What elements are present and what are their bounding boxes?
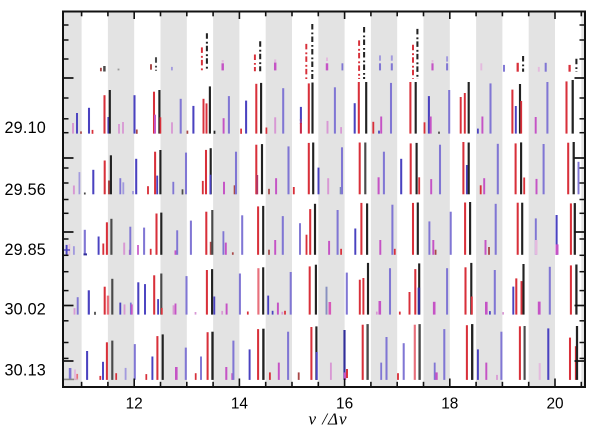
- svg-text:29.56: 29.56: [4, 181, 46, 199]
- svg-text:20: 20: [546, 395, 563, 412]
- svg-text:16: 16: [336, 395, 353, 412]
- svg-text:18: 18: [441, 395, 458, 412]
- svg-text:14: 14: [231, 395, 249, 412]
- svg-text:ν /Δν: ν /Δν: [308, 410, 347, 429]
- svg-text:12: 12: [126, 395, 143, 412]
- svg-text:30.13: 30.13: [4, 362, 46, 380]
- svg-text:29.85: 29.85: [4, 241, 46, 259]
- svg-text:30.02: 30.02: [4, 301, 46, 319]
- svg-text:29.10: 29.10: [4, 119, 46, 137]
